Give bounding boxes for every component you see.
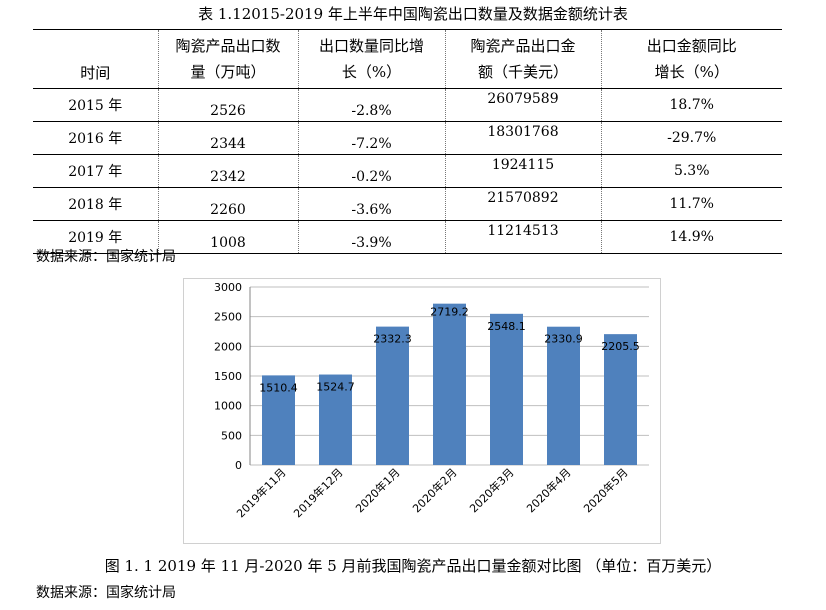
cell-quantity-growth: -3.6% bbox=[297, 187, 445, 221]
figure-caption: 图 1. 1 2019 年 11 月-2020 年 5 月前我国陶瓷产品出口量金… bbox=[104, 557, 722, 575]
bar bbox=[319, 374, 352, 465]
export-statistics-table: 时间 陶瓷产品出口数 量（万吨） 出口数量同比增 长（%） 陶瓷产品出口金 额（千美元… bbox=[33, 29, 782, 254]
bar-data-label: 1524.7 bbox=[316, 381, 355, 394]
cell-year: 2016 年 bbox=[33, 121, 158, 155]
bar bbox=[376, 326, 409, 465]
cell-amount-growth: -29.7% bbox=[600, 121, 782, 155]
y-tick-label: 0 bbox=[235, 459, 242, 472]
x-tick-label: 2020年5月 bbox=[580, 465, 630, 515]
y-tick-label: 3000 bbox=[214, 281, 242, 294]
table-row: 2019 年 1008 -3.9% 11214513 14.9% bbox=[33, 220, 782, 254]
table-row: 2016 年 2344 -7.2% 18301768 -29.7% bbox=[33, 121, 782, 155]
header-amount: 陶瓷产品出口金 额（千美元） bbox=[444, 29, 601, 89]
cell-quantity-growth: -7.2% bbox=[297, 121, 445, 155]
bar bbox=[433, 303, 466, 465]
cell-amount: 1924115 bbox=[444, 154, 601, 188]
bar-data-label: 1510.4 bbox=[259, 381, 298, 394]
table-row: 2017 年 2342 -0.2% 1924115 5.3% bbox=[33, 154, 782, 188]
bar-data-label: 2205.5 bbox=[601, 340, 640, 353]
table-title: 表 1.12015-2019 年上半年中国陶瓷出口数量及数据金额统计表 bbox=[198, 5, 628, 23]
cell-amount-growth: 14.9% bbox=[600, 220, 782, 254]
cell-year: 2019 年 bbox=[33, 220, 158, 254]
figure-source-note: 数据来源：国家统计局 bbox=[36, 585, 176, 601]
bar bbox=[604, 334, 637, 465]
cell-quantity: 2260 bbox=[157, 187, 298, 221]
header-amount-line1: 陶瓷产品出口金 bbox=[470, 37, 576, 55]
cell-year: 2015 年 bbox=[33, 88, 158, 122]
bar bbox=[262, 375, 295, 465]
cell-quantity: 2342 bbox=[157, 154, 298, 188]
table-header-row: 时间 陶瓷产品出口数 量（万吨） 出口数量同比增 长（%） 陶瓷产品出口金 额（千美元… bbox=[33, 29, 782, 89]
cell-quantity: 2526 bbox=[157, 88, 298, 122]
header-amount-growth: 出口金额同比 增长（%） bbox=[600, 29, 782, 89]
y-tick-label: 1500 bbox=[214, 370, 242, 383]
bar-data-label: 2548.1 bbox=[487, 320, 526, 333]
header-time-text: 时间 bbox=[80, 64, 111, 82]
x-tick-label: 2020年1月 bbox=[352, 465, 402, 515]
cell-quantity-growth: -0.2% bbox=[297, 154, 445, 188]
cell-quantity-growth: -3.9% bbox=[297, 220, 445, 254]
header-quantity: 陶瓷产品出口数 量（万吨） bbox=[157, 29, 298, 89]
bar-chart-svg: 0 500 1000 1500 2000 2500 3000 1510.4 2019年11月 15… bbox=[214, 281, 649, 520]
cell-amount: 26079589 bbox=[444, 88, 601, 122]
bar-data-label: 2330.9 bbox=[544, 333, 583, 346]
cell-year: 2017 年 bbox=[33, 154, 158, 188]
header-amount-growth-line2: 增长（%） bbox=[654, 63, 729, 81]
header-quantity-line1: 陶瓷产品出口数 bbox=[175, 37, 281, 55]
cell-quantity: 2344 bbox=[157, 121, 298, 155]
cell-quantity-growth: -2.8% bbox=[297, 88, 445, 122]
x-tick-label: 2020年2月 bbox=[409, 465, 459, 515]
table-row: 2015 年 2526 -2.8% 26079589 18.7% bbox=[33, 88, 782, 122]
header-quantity-growth: 出口数量同比增 长（%） bbox=[297, 29, 445, 89]
header-quantity-growth-line2: 长（%） bbox=[341, 63, 402, 81]
header-quantity-growth-line1: 出口数量同比增 bbox=[318, 37, 424, 55]
bar-data-label: 2332.3 bbox=[373, 333, 412, 346]
header-amount-line2: 额（千美元） bbox=[477, 63, 568, 81]
y-tick-label: 2000 bbox=[214, 340, 242, 353]
y-tick-label: 2500 bbox=[214, 311, 242, 324]
y-tick-label: 500 bbox=[221, 429, 242, 442]
y-tick-label: 1000 bbox=[214, 400, 242, 413]
x-tick-label: 2019年11月 bbox=[233, 465, 288, 520]
cell-year: 2018 年 bbox=[33, 187, 158, 221]
header-quantity-line2: 量（万吨） bbox=[190, 63, 266, 81]
cell-quantity: 1008 bbox=[157, 220, 298, 254]
table-row: 2018 年 2260 -3.6% 21570892 11.7% bbox=[33, 187, 782, 221]
table-source-note: 数据来源：国家统计局 bbox=[36, 249, 176, 265]
cell-amount-growth: 18.7% bbox=[600, 88, 782, 122]
cell-amount: 18301768 bbox=[444, 121, 601, 155]
bar-data-label: 2719.2 bbox=[430, 306, 469, 319]
cell-amount-growth: 5.3% bbox=[600, 154, 782, 188]
x-tick-label: 2020年4月 bbox=[523, 465, 573, 515]
cell-amount-growth: 11.7% bbox=[600, 187, 782, 221]
header-time: 时间 bbox=[33, 29, 158, 89]
x-tick-label: 2020年3月 bbox=[466, 465, 516, 515]
bar bbox=[547, 326, 580, 465]
export-amount-chart: 0 500 1000 1500 2000 2500 3000 1510.4 2019年11月 15… bbox=[183, 278, 661, 544]
cell-amount: 11214513 bbox=[444, 220, 601, 254]
header-amount-growth-line1: 出口金额同比 bbox=[646, 37, 737, 55]
bar bbox=[490, 313, 523, 465]
x-tick-label: 2019年12月 bbox=[290, 465, 345, 520]
cell-amount: 21570892 bbox=[444, 187, 601, 221]
